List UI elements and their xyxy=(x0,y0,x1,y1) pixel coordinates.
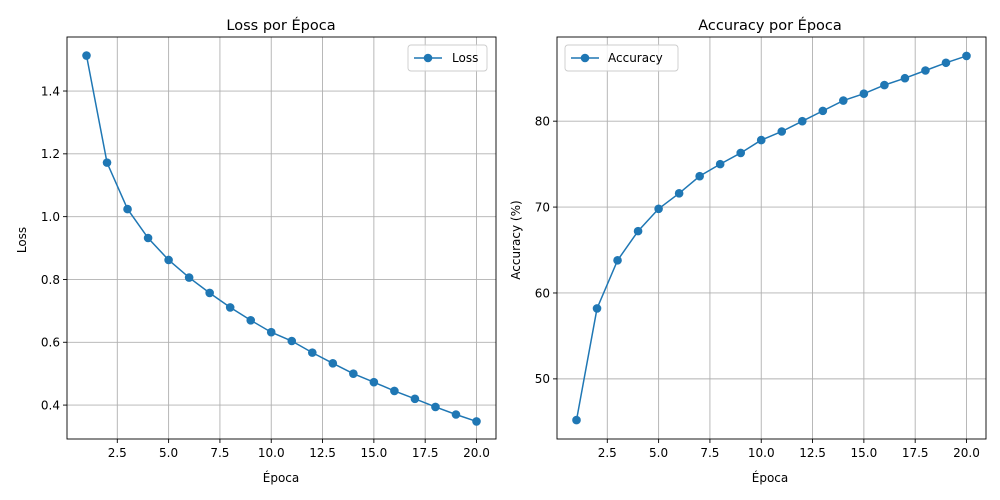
loss-data-point xyxy=(472,417,481,426)
loss-x-tick-label: 17.5 xyxy=(412,446,439,460)
accuracy-y-tick-label: 60 xyxy=(535,286,550,300)
loss-x-tick-label: 10.0 xyxy=(258,446,285,460)
loss-legend-marker-icon xyxy=(423,53,433,63)
loss-y-tick-label: 1.0 xyxy=(41,210,60,224)
loss-data-point xyxy=(431,402,440,412)
loss-plot-area xyxy=(82,51,481,426)
accuracy-data-point xyxy=(633,226,643,236)
loss-data-point xyxy=(287,336,297,346)
accuracy-data-point xyxy=(818,106,828,116)
accuracy-data-point xyxy=(797,116,807,126)
accuracy-grid xyxy=(557,37,986,439)
loss-data-point xyxy=(266,327,276,337)
accuracy-data-point xyxy=(695,171,704,181)
accuracy-x-tick-label: 2.5 xyxy=(598,446,617,460)
loss-data-point xyxy=(410,394,420,404)
loss-grid xyxy=(67,37,496,439)
accuracy-x-tick-label: 20.0 xyxy=(953,446,980,460)
loss-x-tick-label: 15.0 xyxy=(361,446,388,460)
accuracy-x-tick-label: 15.0 xyxy=(851,446,878,460)
loss-data-point xyxy=(184,273,194,282)
loss-chart-panel: Loss por Época Época Loss 2.5 5.0 7.5 10.0 1… xyxy=(15,17,497,485)
accuracy-data-point xyxy=(777,127,787,136)
accuracy-data-point xyxy=(880,80,889,90)
accuracy-axes-frame xyxy=(556,36,987,440)
accuracy-data-point xyxy=(715,159,725,169)
loss-axes-frame xyxy=(66,36,497,440)
accuracy-chart-title: Accuracy por Época xyxy=(698,17,842,34)
accuracy-legend-label: Accuracy xyxy=(608,51,663,65)
accuracy-x-tick-label: 10.0 xyxy=(748,446,775,460)
loss-legend-label: Loss xyxy=(452,51,478,65)
loss-data-point xyxy=(451,410,461,419)
accuracy-y-tick-label: 80 xyxy=(535,114,550,128)
accuracy-y-tick-label: 50 xyxy=(535,372,550,386)
accuracy-y-tick-label: 70 xyxy=(535,200,550,214)
loss-y-tick-label: 1.2 xyxy=(41,147,60,161)
accuracy-data-point xyxy=(736,148,746,158)
loss-data-point xyxy=(143,233,153,243)
loss-y-tick-label: 1.4 xyxy=(41,84,60,98)
loss-data-point xyxy=(123,204,132,214)
loss-data-point xyxy=(164,255,173,265)
loss-y-tick-label: 0.8 xyxy=(41,273,60,287)
accuracy-axis-ticks: 2.5 5.0 7.5 10.0 12.5 15.0 17.5 20.0 50 60 70 80 xyxy=(535,114,980,460)
accuracy-data-point xyxy=(921,66,930,75)
loss-data-point xyxy=(82,51,91,60)
loss-data-point xyxy=(205,288,214,298)
loss-chart-title: Loss por Época xyxy=(226,17,335,34)
loss-x-tick-label: 2.5 xyxy=(108,446,127,460)
accuracy-y-axis-label: Accuracy (%) xyxy=(509,200,523,279)
accuracy-plot-area xyxy=(572,51,971,425)
accuracy-data-point xyxy=(572,415,581,425)
loss-y-tick-label: 0.4 xyxy=(41,398,60,412)
accuracy-x-tick-label: 5.0 xyxy=(649,446,668,460)
accuracy-x-tick-label: 17.5 xyxy=(902,446,929,460)
accuracy-data-point xyxy=(962,51,971,61)
accuracy-legend-box xyxy=(564,44,679,72)
loss-data-point xyxy=(369,377,379,387)
loss-data-point xyxy=(246,315,256,325)
accuracy-data-point xyxy=(613,256,622,265)
accuracy-x-tick-label: 7.5 xyxy=(700,446,719,460)
loss-x-tick-label: 20.0 xyxy=(463,446,490,460)
accuracy-data-point xyxy=(654,204,663,214)
accuracy-data-point xyxy=(859,89,869,98)
accuracy-data-point xyxy=(756,135,766,145)
accuracy-x-axis-label: Época xyxy=(752,470,789,485)
accuracy-legend: Accuracy xyxy=(564,44,679,72)
loss-data-point xyxy=(102,158,112,167)
accuracy-chart-panel: Accuracy por Época Época Accuracy (%) 2.… xyxy=(509,17,987,485)
loss-data-point xyxy=(349,369,358,378)
loss-data-point xyxy=(390,386,399,396)
accuracy-data-point xyxy=(674,189,684,198)
loss-data-point xyxy=(307,348,317,357)
accuracy-data-point xyxy=(941,58,951,68)
accuracy-data-point xyxy=(592,304,602,313)
accuracy-x-tick-label: 12.5 xyxy=(799,446,826,460)
loss-x-tick-label: 12.5 xyxy=(309,446,336,460)
accuracy-data-point xyxy=(839,96,848,105)
loss-legend-box xyxy=(407,44,488,72)
loss-data-point xyxy=(328,359,338,368)
loss-y-tick-label: 0.6 xyxy=(41,336,60,350)
loss-x-tick-label: 5.0 xyxy=(159,446,178,460)
loss-axis-ticks: 2.5 5.0 7.5 10.0 12.5 15.0 17.5 20.0 0.4 0.6 0.8 1.… xyxy=(41,84,490,460)
accuracy-legend-marker-icon xyxy=(580,53,590,63)
loss-x-axis-label: Época xyxy=(263,470,300,485)
loss-data-point xyxy=(225,303,235,312)
loss-legend: Loss xyxy=(407,44,488,72)
loss-y-axis-label: Loss xyxy=(15,227,29,253)
accuracy-data-point xyxy=(900,73,910,83)
loss-x-tick-label: 7.5 xyxy=(210,446,229,460)
